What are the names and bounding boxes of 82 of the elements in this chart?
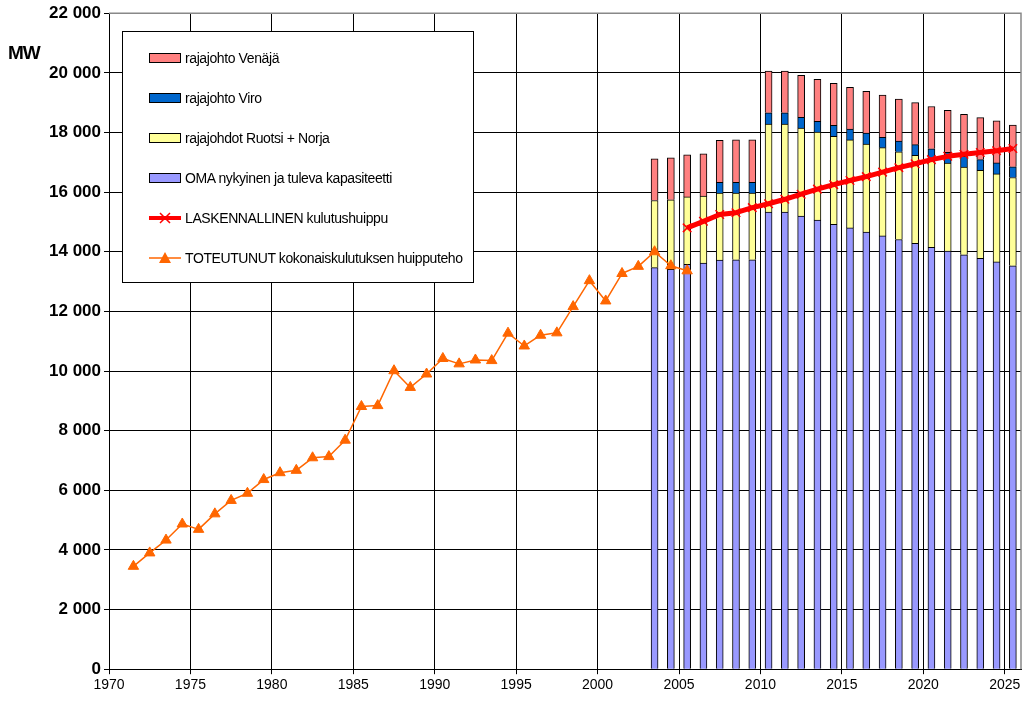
- point: [681, 264, 693, 275]
- point: [290, 463, 302, 474]
- point: [502, 326, 514, 337]
- y-tick-label: 4 000: [58, 539, 101, 559]
- point: [404, 380, 416, 391]
- point: [926, 154, 937, 165]
- y-tick-label: 14 000: [49, 241, 101, 261]
- point: [893, 162, 904, 173]
- point: [388, 364, 400, 375]
- point: [747, 202, 758, 213]
- point: [420, 367, 433, 378]
- point: [975, 147, 986, 158]
- point: [209, 507, 221, 518]
- y-tick-label: 20 000: [49, 62, 101, 82]
- legend-label: TOTEUTUNUT kokonaiskulutuksen huipputeho: [185, 250, 463, 266]
- legend-label: rajajohdot Ruotsi + Norja: [185, 130, 330, 146]
- point: [665, 259, 677, 270]
- point: [534, 328, 547, 339]
- point: [812, 184, 823, 195]
- point: [632, 259, 644, 270]
- point: [225, 493, 237, 504]
- point: [910, 158, 921, 169]
- x-tick-label: 1985: [337, 676, 370, 693]
- y-tick-label: 0: [91, 658, 101, 678]
- point: [551, 326, 563, 337]
- y-tick-label: 22 000: [49, 2, 101, 22]
- legend-label: OMA nykyinen ja tuleva kapasiteetti: [185, 170, 393, 186]
- y-tick-label: 16 000: [49, 181, 101, 201]
- point: [861, 171, 872, 182]
- x-tick-label: 2020: [907, 676, 940, 693]
- x-tick-label: 1970: [93, 676, 125, 693]
- point: [828, 179, 839, 190]
- point: [192, 522, 205, 533]
- point: [355, 400, 368, 410]
- x-tick-label: 1990: [419, 676, 451, 693]
- point: [567, 300, 579, 311]
- point: [127, 559, 140, 570]
- point: [160, 533, 172, 544]
- point: [583, 274, 596, 285]
- x-tick-label: 2005: [663, 676, 695, 693]
- point: [991, 145, 1002, 156]
- point: [518, 339, 530, 350]
- point: [959, 149, 969, 160]
- legend-label: rajajohto Venäjä: [185, 50, 280, 66]
- point: [372, 399, 384, 410]
- point: [600, 294, 612, 305]
- point: [877, 167, 888, 178]
- point: [144, 546, 156, 557]
- point: [176, 517, 188, 528]
- point: [648, 245, 661, 256]
- y-tick-label: 8 000: [58, 420, 101, 440]
- y-tick-label: 12 000: [49, 301, 101, 321]
- x-tick-label: 2015: [826, 676, 858, 693]
- y-tick-label: 6 000: [58, 479, 101, 499]
- legend-label: LASKENNALLINEN kulutushuippu: [185, 210, 388, 226]
- point: [682, 222, 693, 233]
- x-tick-label: 2025: [989, 676, 1021, 693]
- point: [258, 473, 270, 484]
- point: [845, 175, 855, 186]
- legend-label: rajajohto Viro: [185, 90, 262, 106]
- x-tick-label: 2000: [581, 676, 614, 693]
- point: [1007, 143, 1018, 154]
- y-tick-label: 18 000: [49, 122, 101, 142]
- y-tick-label: 2 000: [58, 599, 101, 619]
- point: [779, 194, 790, 205]
- point: [323, 450, 335, 461]
- y-tick-label: 10 000: [49, 360, 101, 380]
- point: [437, 352, 449, 362]
- x-tick-label: 1995: [500, 676, 532, 693]
- point: [241, 486, 254, 497]
- point: [339, 433, 351, 444]
- point: [616, 267, 628, 278]
- x-tick-label: 2010: [744, 676, 777, 693]
- y-axis-title: MW: [8, 42, 40, 64]
- x-tick-label: 1975: [174, 676, 207, 693]
- point: [486, 354, 498, 365]
- point: [731, 207, 741, 218]
- x-tick-label: 1980: [256, 676, 288, 693]
- point: [306, 451, 319, 462]
- point: [453, 357, 465, 368]
- point: [274, 466, 286, 477]
- point: [469, 353, 482, 364]
